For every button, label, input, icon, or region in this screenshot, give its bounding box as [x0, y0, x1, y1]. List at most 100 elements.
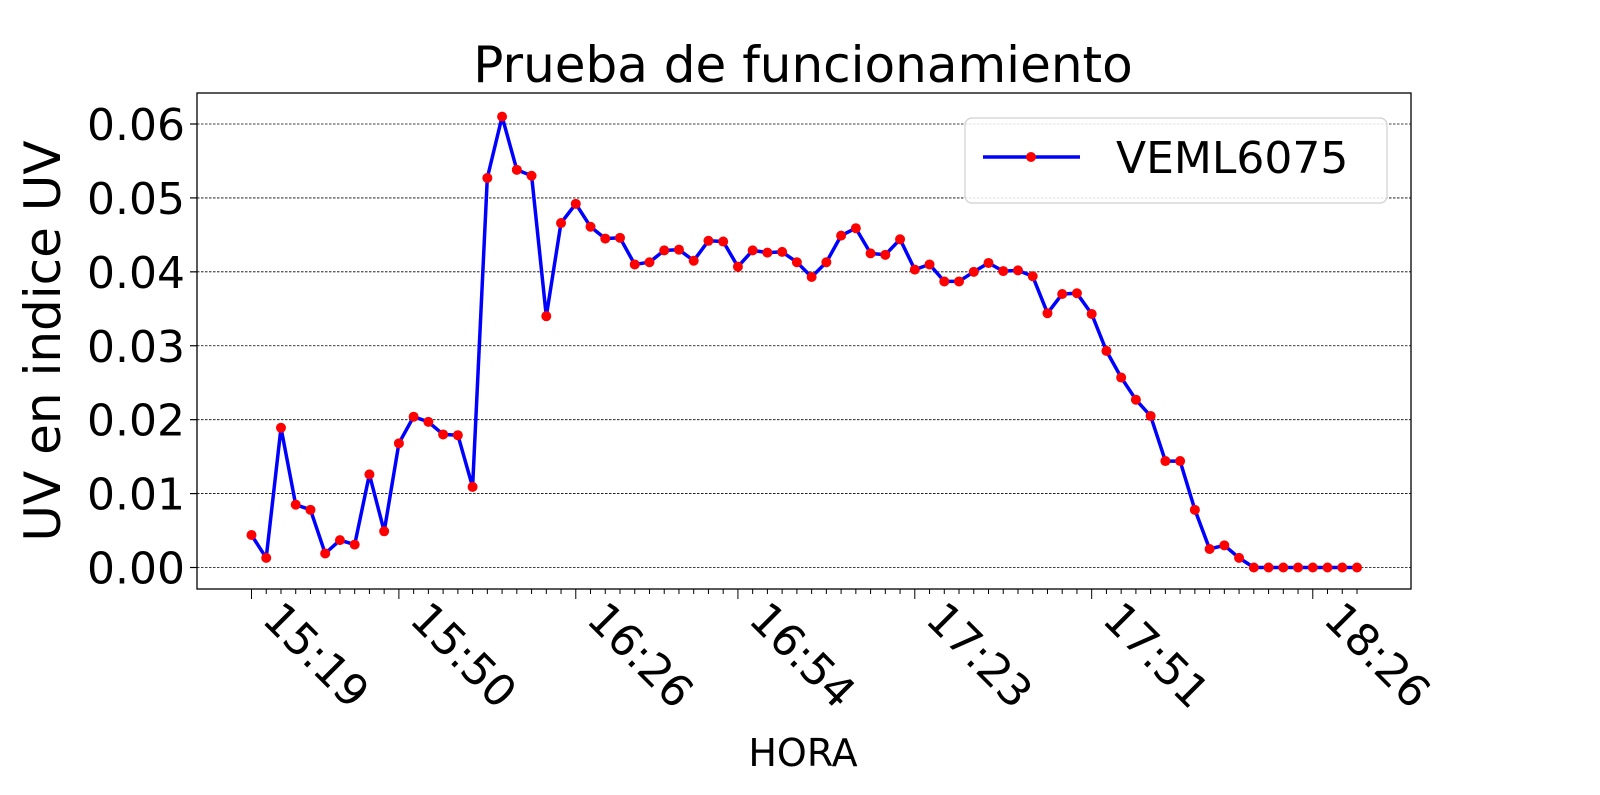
- data-point: [1145, 410, 1156, 421]
- y-tick-label: 0.01: [87, 470, 185, 521]
- data-point: [880, 249, 891, 260]
- data-point: [909, 264, 920, 275]
- x-axis: 15:19 15:50 16:26 16:54 17:23 17:51 18:26: [251, 589, 1440, 719]
- plot-frame: [196, 92, 1412, 590]
- data-point: [511, 164, 522, 175]
- chart-title: Prueba de funcionamiento: [473, 36, 1132, 94]
- data-point: [261, 552, 272, 563]
- data-point: [246, 529, 257, 540]
- data-point: [1248, 562, 1259, 573]
- data-point: [1101, 345, 1112, 356]
- series-layer: [246, 111, 1362, 573]
- data-point: [850, 223, 861, 234]
- data-point: [732, 261, 743, 272]
- data-point: [836, 230, 847, 241]
- x-tick-label: 15:19: [253, 593, 379, 719]
- series-line-veml6075: [250, 114, 1357, 570]
- data-point: [1293, 562, 1304, 573]
- data-point: [1057, 289, 1068, 300]
- y-tick-label: 0.06: [87, 100, 185, 151]
- data-point: [777, 246, 788, 257]
- data-point: [821, 257, 832, 268]
- data-point: [423, 416, 434, 427]
- data-point: [791, 257, 802, 268]
- x-tick-label: 18:26: [1314, 593, 1440, 719]
- data-point: [939, 276, 950, 287]
- data-point: [408, 411, 419, 422]
- data-point: [1042, 308, 1053, 319]
- data-point: [585, 221, 596, 232]
- data-point: [526, 170, 537, 181]
- y-axis: 0.00 0.01 0.02 0.03 0.04 0.05 0.06: [87, 100, 197, 595]
- data-point: [865, 248, 876, 259]
- data-point: [600, 233, 611, 244]
- data-point: [556, 218, 567, 229]
- grid: [197, 123, 1411, 568]
- data-point: [305, 504, 316, 515]
- y-tick-label: 0.04: [87, 248, 185, 299]
- data-point: [983, 257, 994, 268]
- data-point: [1204, 544, 1215, 555]
- data-point: [924, 259, 935, 270]
- data-point: [467, 481, 478, 492]
- data-point: [1175, 456, 1186, 467]
- data-point: [673, 244, 684, 255]
- data-point: [541, 311, 552, 322]
- data-point: [570, 198, 581, 209]
- data-point: [1012, 265, 1023, 276]
- data-point: [747, 245, 758, 256]
- data-point: [1130, 394, 1141, 405]
- legend-box: [964, 117, 1388, 204]
- x-tick-label: 15:50: [400, 593, 526, 719]
- data-point: [1234, 552, 1245, 563]
- x-tick-label: 16:26: [577, 593, 703, 719]
- x-axis-label: HORA: [748, 731, 857, 775]
- data-point: [895, 234, 906, 245]
- data-point: [438, 429, 449, 440]
- data-point: [334, 535, 345, 546]
- data-point: [703, 235, 714, 246]
- data-point: [998, 266, 1009, 277]
- data-point: [452, 430, 463, 441]
- data-point: [1263, 562, 1274, 573]
- legend-marker-swatch: [1026, 152, 1036, 162]
- legend: VEML6075: [964, 117, 1388, 204]
- data-point: [718, 236, 729, 247]
- x-tick-label: 17:23: [916, 593, 1042, 719]
- data-point: [688, 255, 699, 266]
- data-point: [482, 172, 493, 183]
- y-tick-label: 0.00: [87, 544, 185, 595]
- data-point: [629, 259, 640, 270]
- data-point: [1219, 540, 1230, 551]
- y-tick-label: 0.05: [87, 174, 185, 225]
- data-point: [379, 526, 390, 537]
- legend-label: VEML6075: [1116, 133, 1348, 184]
- data-point: [1160, 456, 1171, 467]
- data-point: [349, 539, 360, 550]
- data-point: [806, 272, 817, 283]
- data-point: [644, 257, 655, 268]
- data-point: [1027, 271, 1038, 282]
- data-point: [290, 499, 301, 510]
- x-tick-label: 17:51: [1093, 593, 1219, 719]
- data-point: [1307, 562, 1318, 573]
- data-point: [1116, 372, 1127, 383]
- y-tick-label: 0.03: [87, 322, 185, 373]
- data-point: [968, 266, 979, 277]
- data-point: [364, 469, 375, 480]
- data-point: [1071, 288, 1082, 299]
- data-point: [1322, 562, 1333, 573]
- x-tick-label: 16:54: [739, 593, 865, 719]
- data-point: [659, 245, 670, 256]
- data-point: [1278, 562, 1289, 573]
- data-point: [1352, 562, 1362, 573]
- data-point: [1337, 562, 1348, 573]
- data-point: [393, 438, 404, 449]
- data-point: [954, 276, 965, 287]
- y-tick-label: 0.02: [87, 396, 185, 447]
- data-point: [320, 548, 331, 559]
- data-point: [615, 232, 625, 243]
- data-point: [1086, 308, 1097, 319]
